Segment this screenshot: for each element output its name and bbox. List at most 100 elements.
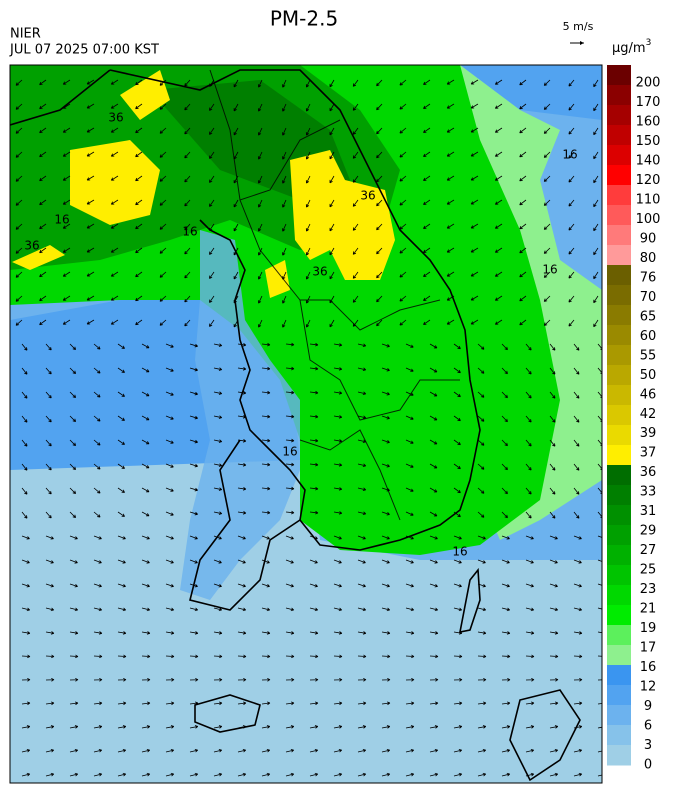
colorbar-label: 39: [640, 426, 657, 441]
agency: NIER: [10, 27, 41, 42]
wind-arrow: [117, 772, 127, 777]
wind-arrow: [39, 127, 47, 134]
colorbar-segment: [607, 65, 631, 86]
wind-arrow: [568, 247, 575, 255]
wind-arrow: [165, 511, 174, 516]
wind-arrow: [285, 535, 294, 540]
colorbar-segment: [607, 545, 631, 566]
wind-arrow: [381, 748, 391, 753]
wind-arrow: [525, 511, 532, 519]
wind-arrow: [209, 79, 215, 87]
wind-arrow: [376, 151, 383, 159]
wind-arrow: [257, 223, 263, 232]
wind-arrow: [525, 748, 535, 753]
wind-arrow: [257, 79, 263, 88]
wind-arrow: [93, 415, 101, 422]
colorbar-segment: [607, 485, 631, 506]
colorbar-segment: [607, 105, 631, 126]
wind-arrow: [309, 462, 319, 467]
wind-arrow: [525, 631, 535, 635]
colorbar-label: 42: [640, 407, 657, 422]
wind-arrow: [141, 748, 151, 753]
wind-arrow: [233, 175, 239, 184]
wind-arrow: [593, 151, 599, 160]
wind-arrow: [39, 319, 47, 326]
wind-arrow: [282, 247, 287, 256]
unit-base: μg/m: [612, 41, 646, 56]
wind-arrow: [309, 366, 319, 371]
wind-arrow: [213, 487, 223, 491]
wind-arrow: [282, 295, 287, 304]
wind-arrow: [352, 247, 359, 255]
wind-arrow: [233, 79, 239, 88]
wind-arrow: [261, 772, 271, 777]
wind-arrow: [573, 415, 580, 423]
wind-arrow: [261, 631, 271, 635]
wind-arrow: [573, 701, 583, 706]
wind-arrow: [470, 223, 479, 229]
wind-arrow: [117, 678, 127, 682]
wind-arrow: [21, 535, 30, 540]
wind-arrow: [213, 725, 223, 729]
wind-arrow: [93, 559, 102, 564]
wind-arrow: [549, 607, 559, 612]
wind-arrow: [213, 343, 223, 347]
wind-arrow: [86, 175, 95, 181]
wind-arrow: [453, 559, 462, 564]
wind-arrow: [329, 175, 335, 184]
wind-arrow: [93, 631, 103, 635]
wind-arrow: [446, 79, 455, 85]
wind-arrow: [405, 559, 414, 564]
wind-arrow: [333, 748, 343, 753]
wind-arrow: [543, 223, 551, 230]
wind-arrow: [429, 487, 438, 493]
wind-arrow: [494, 247, 503, 253]
wind-arrow: [549, 367, 556, 375]
wind-arrow: [568, 319, 575, 327]
wind-arrow: [237, 391, 247, 395]
wind-arrow: [21, 772, 31, 777]
wind-arrow: [21, 748, 31, 753]
wind-arrow: [165, 678, 175, 682]
wind-arrow: [357, 391, 367, 396]
wind-arrow: [429, 415, 438, 421]
wind-arrow: [305, 151, 311, 160]
wind-arrow: [184, 151, 191, 159]
wind-arrow: [329, 271, 335, 280]
wind-arrow: [261, 486, 271, 491]
colorbar-segment: [607, 165, 631, 186]
wind-arrow: [309, 486, 319, 491]
wind-arrow: [573, 391, 580, 399]
wind-arrow: [549, 439, 556, 447]
wind-arrow: [213, 367, 223, 371]
colorbar-label: 0: [644, 758, 652, 773]
wind-arrow: [86, 295, 95, 301]
wind-arrow: [405, 391, 414, 396]
wind-arrow: [110, 319, 119, 325]
wind-arrow: [45, 654, 55, 659]
wind-arrow: [189, 748, 199, 753]
colorbar-segment: [607, 245, 631, 266]
wind-arrow: [376, 319, 383, 327]
wind-arrow: [15, 127, 23, 134]
wind-arrow: [285, 701, 295, 706]
colorbar: 2001701601501401201101009080767065605550…: [607, 65, 660, 773]
wind-arrow: [501, 391, 508, 399]
colorbar-segment: [607, 745, 631, 766]
wind-arrow: [93, 725, 103, 729]
wind-arrow: [165, 725, 175, 729]
colorbar-label: 27: [640, 543, 657, 558]
wind-arrow: [261, 559, 270, 564]
wind-arrow: [285, 772, 295, 777]
wind-arrow: [405, 463, 414, 468]
wind-arrow: [237, 439, 247, 443]
unit-sup: 3: [646, 38, 652, 48]
wind-arrow: [501, 725, 511, 729]
wind-arrow: [357, 535, 366, 540]
wind-arrow: [453, 439, 461, 446]
wind-arrow: [423, 319, 431, 325]
wind-arrow: [453, 367, 461, 374]
wind-arrow: [213, 511, 223, 515]
wind-arrow: [184, 319, 191, 327]
wind-arrow: [309, 535, 318, 540]
